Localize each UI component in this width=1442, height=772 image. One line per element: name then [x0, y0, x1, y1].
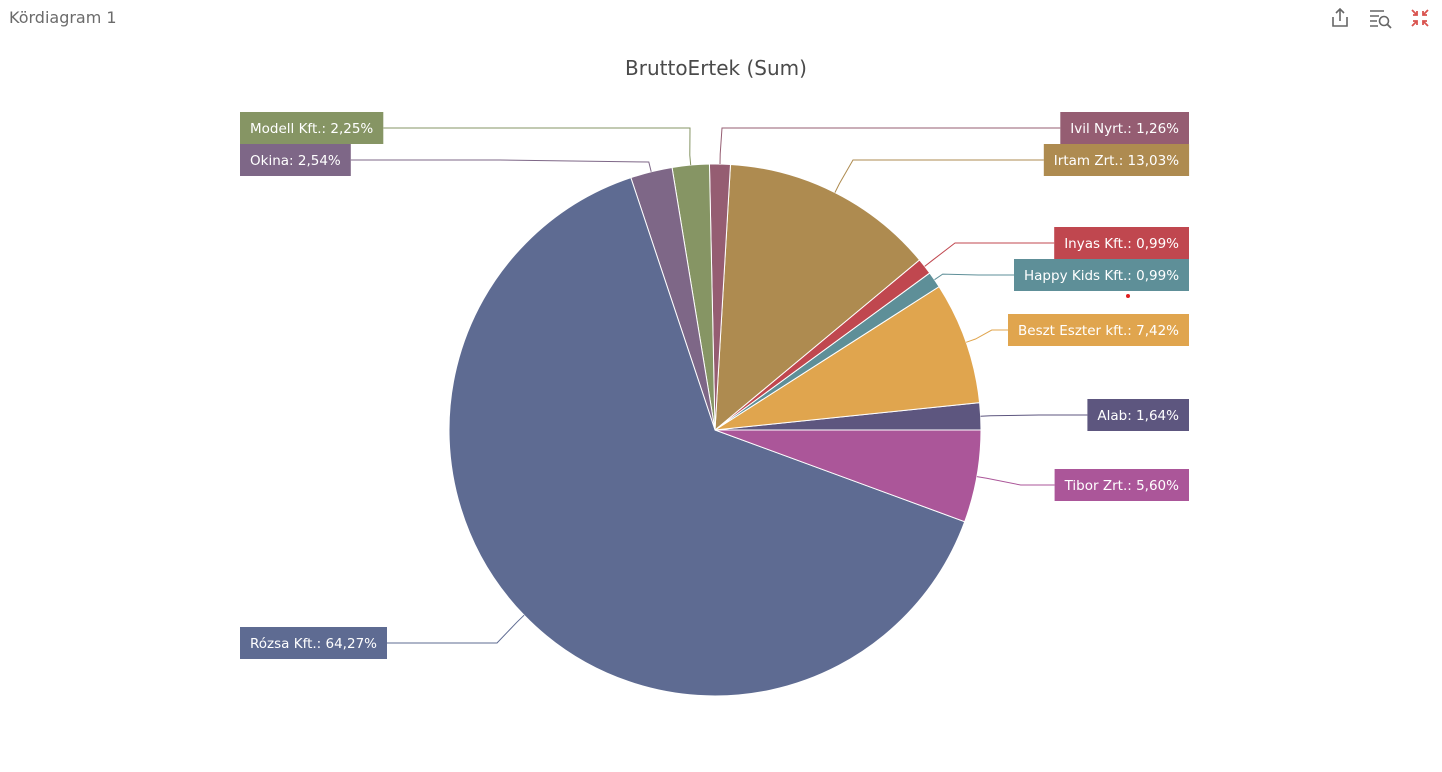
slice-label-text: Tibor Zrt.: 5,60%	[1064, 478, 1180, 494]
slice-label: Rózsa Kft.: 64,27%	[240, 627, 387, 659]
slice-label-box	[240, 112, 384, 144]
slice-label: Happy Kids Kft.: 0,99%	[1014, 259, 1189, 291]
collapse-icon	[1411, 9, 1429, 27]
slice-label-text: Happy Kids Kft.: 0,99%	[1024, 268, 1179, 284]
panel-title: Kördiagram 1	[9, 8, 117, 27]
leader-line	[383, 127, 692, 166]
cursor-dot	[1126, 294, 1130, 298]
export-button[interactable]	[1326, 4, 1354, 32]
slice-label-box	[1060, 112, 1189, 144]
slice-label-text: Ivil Nyrt.: 1,26%	[1070, 121, 1179, 137]
pie-slices	[448, 163, 982, 697]
slice-label-text: Alab: 1,64%	[1097, 408, 1179, 424]
leader-line	[976, 476, 1055, 486]
leader-line	[924, 242, 1055, 267]
slice-label: Ivil Nyrt.: 1,26%	[1060, 112, 1189, 144]
slice-label-box	[1087, 399, 1189, 431]
slice-label-box	[240, 144, 351, 176]
slice-label-text: Okina: 2,54%	[250, 153, 341, 169]
leader-line	[350, 159, 652, 172]
slice-label: Beszt Eszter kft.: 7,42%	[1008, 314, 1189, 346]
slice-label-box	[240, 627, 387, 659]
slice-label-text: Rózsa Kft.: 64,27%	[250, 636, 377, 652]
pie-leader-lines	[350, 127, 1088, 644]
pie-slice-irtam-zrt[interactable]	[714, 163, 921, 432]
slice-label: Modell Kft.: 2,25%	[240, 112, 384, 144]
panel-toolbar	[1326, 4, 1434, 32]
leader-line	[834, 159, 1044, 193]
inspect-data-button[interactable]	[1366, 4, 1394, 32]
leader-line	[934, 273, 1014, 281]
slice-label-box	[1043, 144, 1190, 176]
slice-label: Okina: 2,54%	[240, 144, 351, 176]
pie-slice-tibor-zrt[interactable]	[714, 429, 982, 523]
slice-label: Irtam Zrt.: 13,03%	[1043, 144, 1190, 176]
export-icon	[1332, 7, 1348, 27]
slice-label: Inyas Kft.: 0,99%	[1054, 227, 1189, 259]
chart-title: BruttoErtek (Sum)	[625, 56, 807, 80]
slice-label-box	[1014, 259, 1189, 291]
slice-label-box	[1008, 314, 1189, 346]
slice-label-text: Inyas Kft.: 0,99%	[1064, 236, 1179, 252]
pie-labels: Alab: 1,64% Beszt Eszter kft.: 7,42% Happy…	[240, 112, 1190, 659]
leader-line	[719, 127, 1061, 165]
slice-label: Alab: 1,64%	[1087, 399, 1189, 431]
collapse-button[interactable]	[1406, 4, 1434, 32]
slice-label-box	[1054, 227, 1189, 259]
inspect-icon	[1370, 10, 1392, 29]
slice-label-text: Irtam Zrt.: 13,03%	[1054, 153, 1179, 169]
slice-label-text: Modell Kft.: 2,25%	[250, 121, 373, 137]
slice-label-text: Beszt Eszter kft.: 7,42%	[1018, 323, 1179, 339]
leader-line	[387, 614, 525, 644]
slice-label: Tibor Zrt.: 5,60%	[1054, 469, 1189, 501]
leader-line	[980, 414, 1088, 417]
leader-line	[965, 329, 1008, 343]
slice-label-box	[1054, 469, 1189, 501]
